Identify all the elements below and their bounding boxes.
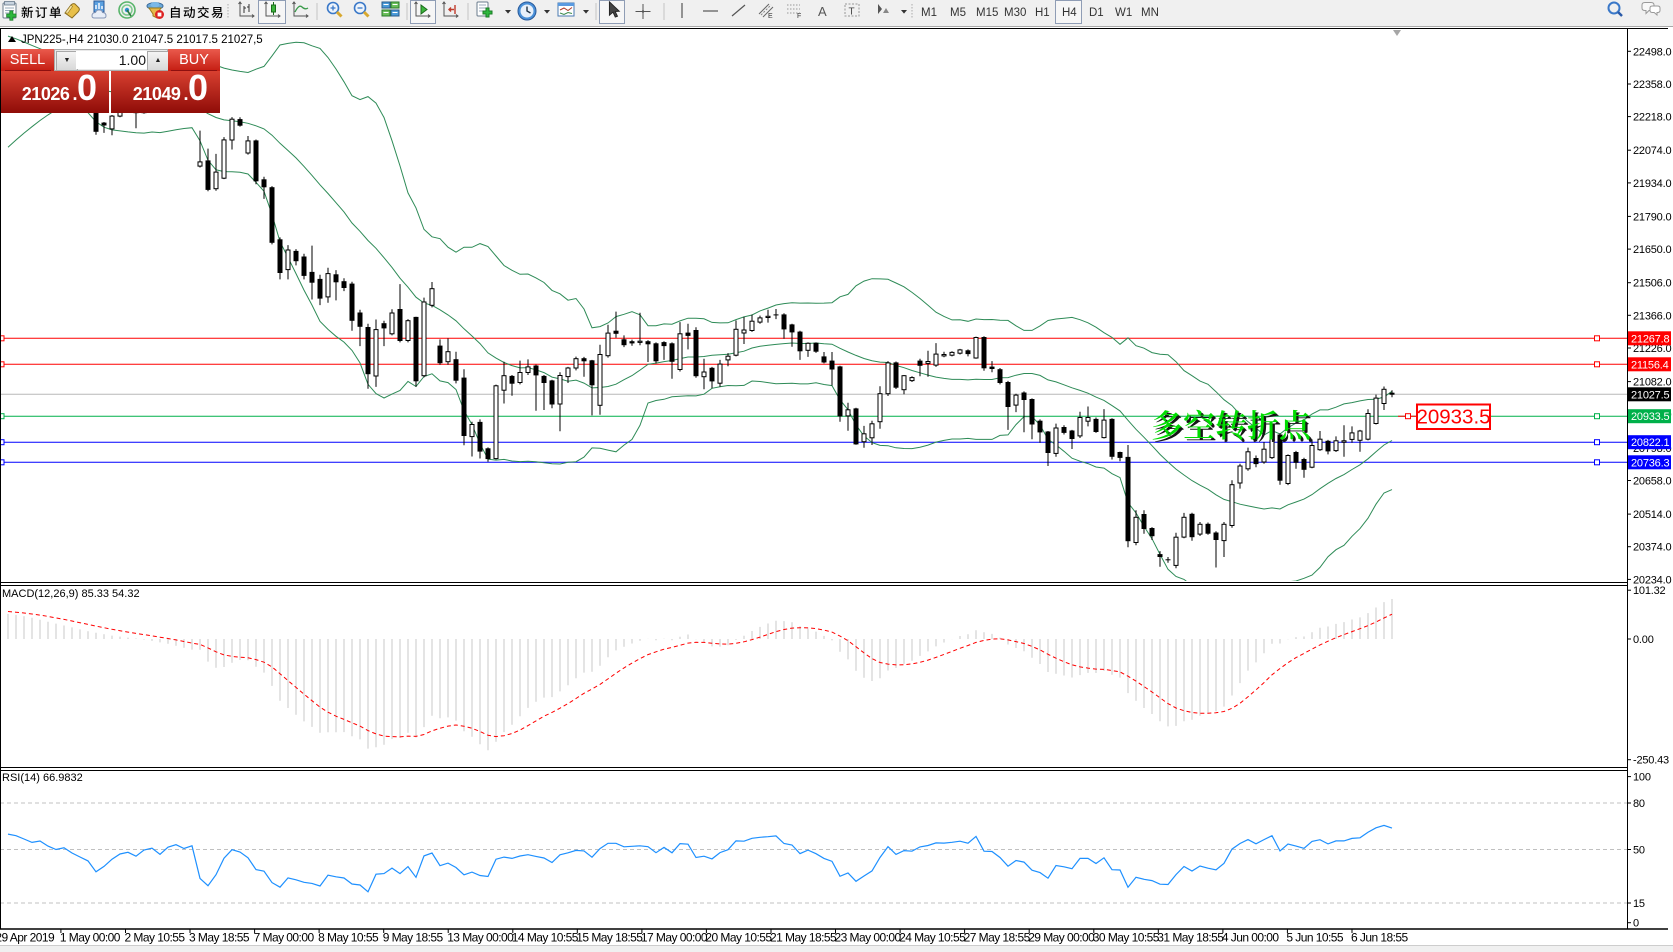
svg-text:22498.0: 22498.0 <box>1633 46 1671 58</box>
svg-text:20234.0: 20234.0 <box>1633 574 1671 586</box>
svg-text:21650.0: 21650.0 <box>1633 244 1671 256</box>
svg-text:27 May 18:55: 27 May 18:55 <box>964 931 1031 945</box>
svg-text:80: 80 <box>1633 798 1645 810</box>
svg-text:22358.0: 22358.0 <box>1633 79 1671 91</box>
svg-text:2 May 10:55: 2 May 10:55 <box>125 931 186 945</box>
svg-text:E: E <box>768 13 773 20</box>
svg-text:21267.8: 21267.8 <box>1631 333 1669 345</box>
svg-text:M15: M15 <box>976 7 998 19</box>
svg-text:9 May 18:55: 9 May 18:55 <box>383 931 444 945</box>
svg-text:29 Apr 2019: 29 Apr 2019 <box>0 931 55 945</box>
svg-text:20822.1: 20822.1 <box>1631 437 1669 449</box>
svg-text:22218.0: 22218.0 <box>1633 112 1671 124</box>
svg-text:100: 100 <box>1633 772 1651 784</box>
svg-text:14 May 10:55: 14 May 10:55 <box>512 931 579 945</box>
svg-text:JPN225-,H4 21030.0 21047.5 21: JPN225-,H4 21030.0 21047.5 21017.5 21027… <box>21 34 263 46</box>
svg-text:21506.0: 21506.0 <box>1633 278 1671 290</box>
svg-text:H1: H1 <box>1035 7 1050 19</box>
svg-text:MN: MN <box>1141 7 1159 19</box>
svg-text:3 May 18:55: 3 May 18:55 <box>189 931 250 945</box>
svg-text:D1: D1 <box>1089 7 1104 19</box>
svg-text:F: F <box>797 13 801 20</box>
svg-text:M30: M30 <box>1004 7 1026 19</box>
svg-text:23 May 00:00: 23 May 00:00 <box>835 931 902 945</box>
svg-text:101.32: 101.32 <box>1633 585 1666 597</box>
svg-text:MACD(12,26,9) 85.33 54.32: MACD(12,26,9) 85.33 54.32 <box>2 588 140 600</box>
svg-text:0: 0 <box>1633 918 1639 930</box>
svg-text:20736.3: 20736.3 <box>1631 457 1669 469</box>
svg-text:29 May 00:00: 29 May 00:00 <box>1028 931 1095 945</box>
svg-text:21934.0: 21934.0 <box>1633 178 1671 190</box>
svg-text:20658.0: 20658.0 <box>1633 476 1671 488</box>
svg-text:17 May 00:00: 17 May 00:00 <box>641 931 708 945</box>
svg-text:13 May 00:00: 13 May 00:00 <box>447 931 514 945</box>
svg-text:15 May 18:55: 15 May 18:55 <box>576 931 643 945</box>
svg-text:W1: W1 <box>1115 7 1132 19</box>
svg-text:20 May 10:55: 20 May 10:55 <box>705 931 772 945</box>
svg-text:21082.0: 21082.0 <box>1633 377 1671 389</box>
svg-text:20933.5: 20933.5 <box>1416 406 1490 429</box>
svg-text:7 May 00:00: 7 May 00:00 <box>254 931 315 945</box>
svg-text:4 Jun 00:00: 4 Jun 00:00 <box>1222 931 1280 945</box>
svg-text:8 May 10:55: 8 May 10:55 <box>318 931 379 945</box>
svg-text:31 May 18:55: 31 May 18:55 <box>1157 931 1224 945</box>
svg-text:T: T <box>849 7 855 18</box>
svg-text:20374.0: 20374.0 <box>1633 542 1671 554</box>
svg-text:A: A <box>818 4 827 19</box>
svg-text:20933.5: 20933.5 <box>1631 411 1669 423</box>
svg-text:0.00: 0.00 <box>1633 634 1654 646</box>
svg-text:5 Jun 10:55: 5 Jun 10:55 <box>1286 931 1344 945</box>
svg-text:1 May 00:00: 1 May 00:00 <box>60 931 121 945</box>
svg-text:22074.0: 22074.0 <box>1633 145 1671 157</box>
svg-text:21226.0: 21226.0 <box>1633 343 1671 355</box>
svg-text:15: 15 <box>1633 898 1645 910</box>
svg-text:21366.0: 21366.0 <box>1633 310 1671 322</box>
svg-text:50: 50 <box>1633 845 1645 857</box>
svg-text:24 May 10:55: 24 May 10:55 <box>899 931 966 945</box>
svg-text:H4: H4 <box>1062 7 1077 19</box>
svg-text:6 Jun 18:55: 6 Jun 18:55 <box>1351 931 1409 945</box>
svg-text:21027.5: 21027.5 <box>1631 389 1669 401</box>
svg-text:21 May 18:55: 21 May 18:55 <box>770 931 837 945</box>
svg-text:-250.43: -250.43 <box>1633 755 1669 767</box>
svg-text:30 May 10:55: 30 May 10:55 <box>1093 931 1160 945</box>
svg-text:M5: M5 <box>950 7 966 19</box>
svg-text:21156.4: 21156.4 <box>1631 359 1669 371</box>
svg-text:M1: M1 <box>921 7 937 19</box>
svg-text:21790.0: 21790.0 <box>1633 211 1671 223</box>
svg-text:20514.0: 20514.0 <box>1633 509 1671 521</box>
svg-text:RSI(14) 66.9832: RSI(14) 66.9832 <box>2 772 83 784</box>
